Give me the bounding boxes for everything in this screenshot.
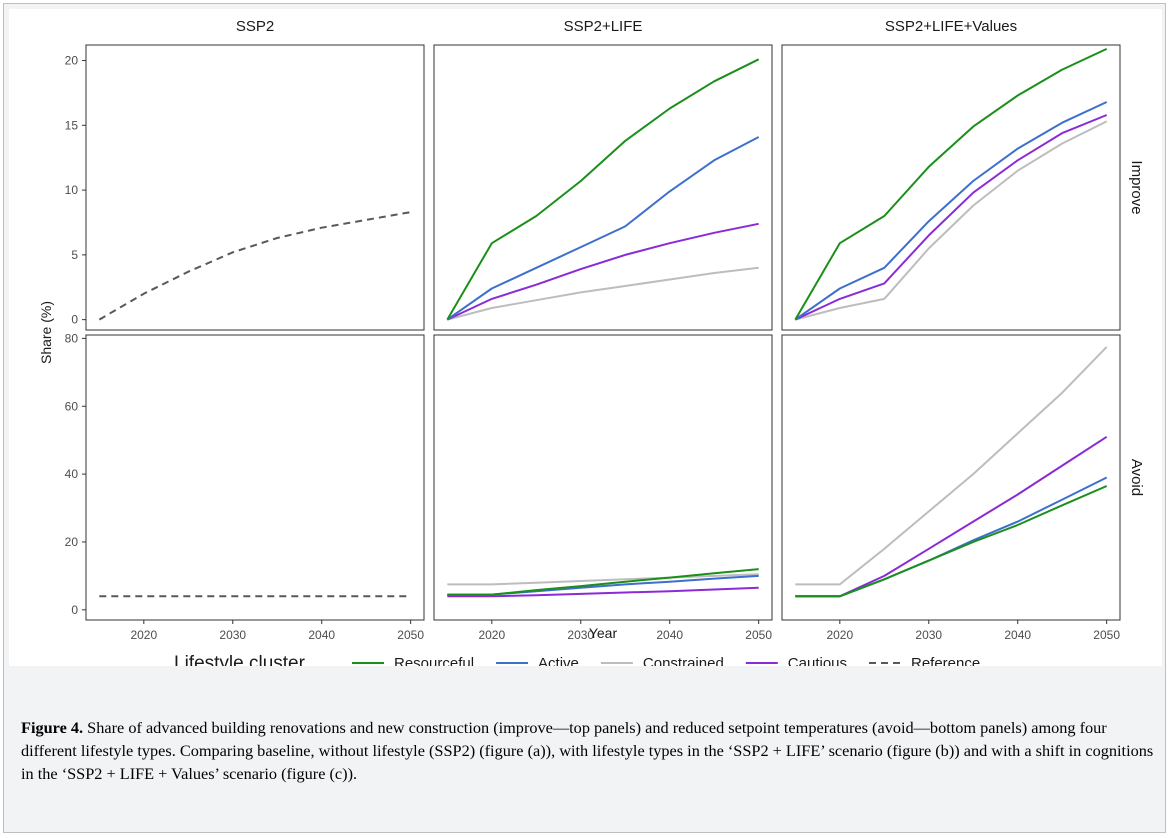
x-tick-label-col3-2020: 2020 [826,628,853,642]
legend-label-resourceful: Resourceful [394,655,474,666]
series-line-active-improve-ssp2-life-values [794,101,1108,321]
x-tick-label-col1-2030: 2030 [219,628,246,642]
series-line-constrained-improve-ssp2-life-values [795,120,1108,321]
panel-border-avoid-ssp2 [85,334,425,621]
caption-text: Share of advanced building renovations a… [21,718,1154,783]
y-tick-label-improve-0: 0 [71,313,78,327]
faceted-line-chart: SSP2 SSP2+LIFE SSP2+LIFE+Values Improve Avoi… [38,18,1145,666]
series-line-reference-improve-ssp2 [98,211,411,321]
y-tick-label-avoid-40: 40 [65,467,79,481]
legend-label-reference: Reference [911,655,980,666]
series-line-cautious-improve-ssp2-life-values [794,114,1108,321]
panel-border-avoid-ssp2-life [433,334,773,621]
series-line-constrained-avoid-ssp2-life [447,573,759,586]
figure-frame: SSP2 SSP2+LIFE SSP2+LIFE+Values Improve Avoi… [3,3,1166,833]
series-line-constrained-improve-ssp2-life [447,266,759,321]
y-axis-title: Share (%) [38,301,54,364]
legend-title: Lifestyle cluster [174,653,306,666]
plot-area: SSP2 SSP2+LIFE SSP2+LIFE+Values Improve Avoi… [9,9,1162,666]
panel-border-improve-ssp2-life-values [781,44,1121,331]
facet-row-label-avoid: Avoid [1128,459,1145,496]
legend-label-active: Active [538,655,579,666]
x-tick-label-col2-2030: 2030 [567,628,594,642]
x-tick-label-col2-2050: 2050 [745,628,772,642]
caption-label: Figure 4. [21,718,84,737]
series-line-resourceful-improve-ssp2-life-values [794,47,1108,321]
legend-label-constrained: Constrained [643,655,724,666]
y-tick-label-improve-5: 5 [71,248,78,262]
series-line-cautious-improve-ssp2-life [446,222,759,321]
y-tick-label-avoid-80: 80 [65,331,79,345]
x-tick-label-col3-2040: 2040 [1004,628,1031,642]
y-tick-label-improve-10: 10 [65,183,79,197]
series-line-resourceful-avoid-ssp2-life [447,568,759,596]
panel-border-improve-ssp2-life [433,44,773,331]
x-tick-label-col2-2020: 2020 [478,628,505,642]
y-tick-label-avoid-60: 60 [65,399,79,413]
x-tick-label-col3-2050: 2050 [1093,628,1120,642]
series-line-resourceful-improve-ssp2-life [446,58,760,321]
x-tick-label-col1-2020: 2020 [130,628,157,642]
x-tick-label-col2-2040: 2040 [656,628,683,642]
y-tick-label-avoid-20: 20 [65,535,79,549]
panel-border-avoid-ssp2-life-values [781,334,1121,621]
x-tick-label-col1-2050: 2050 [397,628,424,642]
facet-title-ssp2-life: SSP2+LIFE [564,18,643,35]
x-tick-label-col1-2040: 2040 [308,628,335,642]
series-line-cautious-avoid-ssp2-life [447,586,759,598]
series-line-constrained-avoid-ssp2-life-values [795,346,1108,586]
facet-title-ssp2-life-values: SSP2+LIFE+Values [885,18,1017,35]
y-tick-label-improve-15: 15 [65,118,79,132]
series-line-cautious-avoid-ssp2-life-values [795,435,1108,598]
panel-border-improve-ssp2 [85,44,425,331]
figure-caption: Figure 4. Share of advanced building ren… [21,716,1161,785]
series-line-active-avoid-ssp2-life-values [795,476,1108,598]
y-tick-label-avoid-0: 0 [71,603,78,617]
x-axis-title: Year [589,625,618,641]
y-tick-label-improve-20: 20 [65,54,79,68]
series-line-active-improve-ssp2-life [446,136,760,321]
facet-row-label-improve: Improve [1128,160,1145,214]
series-line-resourceful-avoid-ssp2-life-values [795,485,1108,598]
legend-label-cautious: Cautious [788,655,847,666]
facet-title-ssp2: SSP2 [236,18,274,35]
x-tick-label-col3-2030: 2030 [915,628,942,642]
